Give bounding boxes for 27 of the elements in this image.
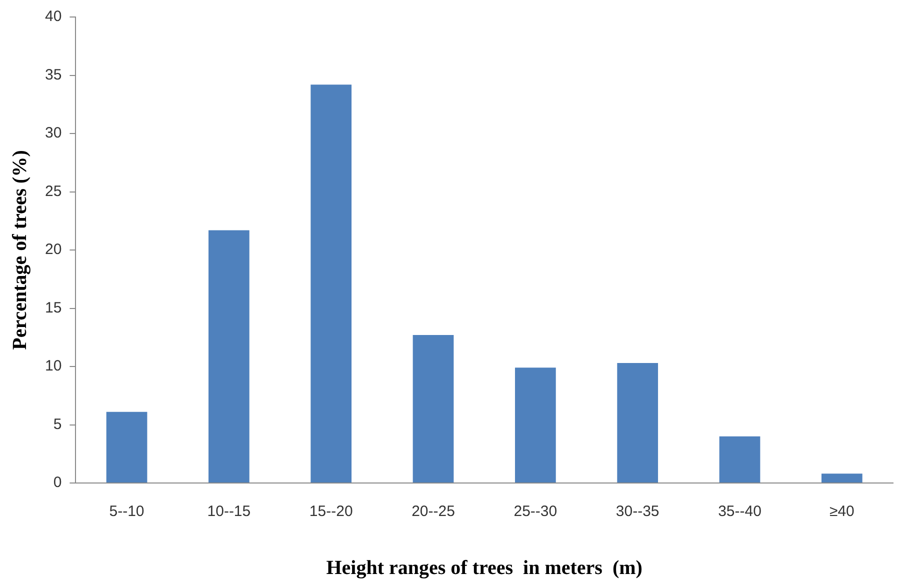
x-axis-title: Height ranges of trees in meters (m) <box>326 557 642 580</box>
x-tick-label: 15--20 <box>309 503 353 520</box>
x-tick-label: 5--10 <box>109 503 144 520</box>
x-tick-label: 25--30 <box>514 503 558 520</box>
x-tick-label: ≥40 <box>829 503 854 520</box>
bar <box>412 335 454 482</box>
bar <box>821 474 862 482</box>
x-tick-label: 35--40 <box>718 503 762 520</box>
y-tick-label: 5 <box>53 416 62 433</box>
y-tick-label: 10 <box>44 358 62 375</box>
bar <box>310 84 352 482</box>
y-axis-title: Percentage of trees (%) <box>9 150 32 350</box>
x-tick-label: 20--25 <box>412 503 455 520</box>
y-tick-label: 25 <box>44 182 62 200</box>
bar <box>106 412 148 482</box>
bar <box>719 436 760 482</box>
bar <box>514 368 556 482</box>
y-tick-label: 0 <box>53 474 62 492</box>
bar <box>208 230 250 482</box>
x-tick-label: 30--35 <box>616 503 660 520</box>
y-tick-label: 30 <box>44 124 62 142</box>
y-tick-label: 35 <box>44 66 62 84</box>
y-tick-label: 40 <box>44 8 62 26</box>
y-tick-label: 15 <box>44 299 62 316</box>
x-tick-label: 10--15 <box>207 503 251 520</box>
bar <box>617 363 658 482</box>
y-tick-label: 20 <box>44 241 62 258</box>
